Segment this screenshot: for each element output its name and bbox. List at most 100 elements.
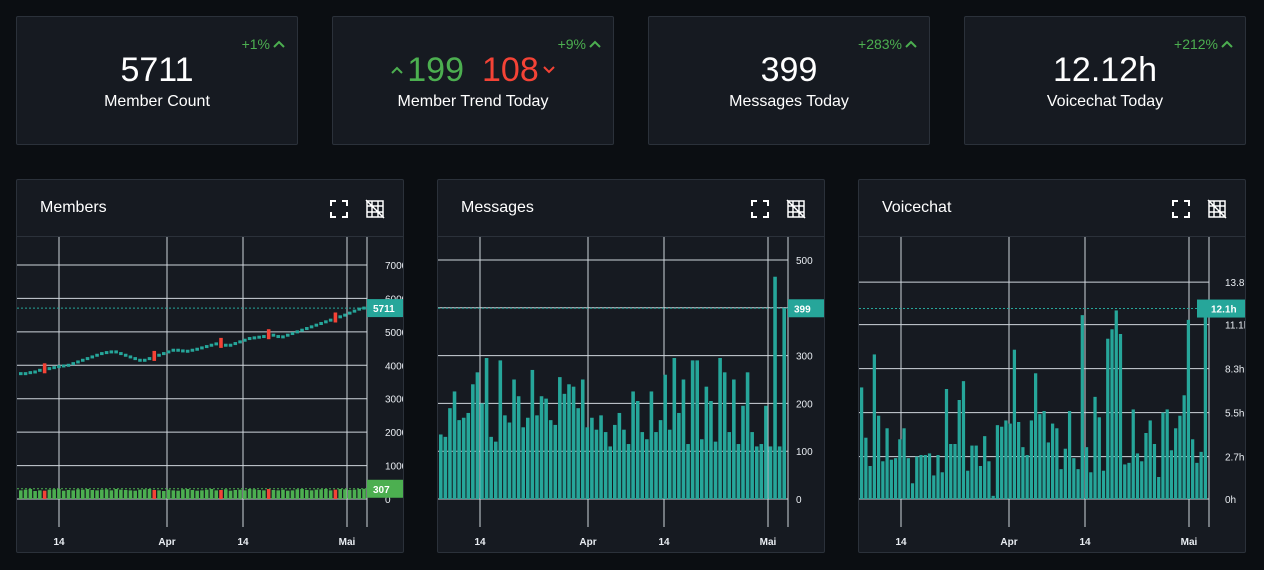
voice-bar xyxy=(1017,422,1021,499)
voice-bar xyxy=(1038,414,1042,499)
fullscreen-icon[interactable] xyxy=(1171,199,1191,219)
y-tick-label: 0 xyxy=(796,495,802,506)
voice-bar xyxy=(902,428,906,499)
x-tick-label: 14 xyxy=(53,537,65,548)
volume-bar xyxy=(252,489,257,499)
volume-bar xyxy=(305,490,309,499)
last-value-tag-bg xyxy=(367,299,403,318)
volume-bar xyxy=(162,491,166,499)
chart-card-messages: Messages 500400300200100014Apr14Mai399 xyxy=(437,179,825,553)
message-bar xyxy=(718,357,722,499)
fullscreen-icon[interactable] xyxy=(750,199,770,219)
voice-bar xyxy=(1076,469,1080,499)
volume-bar xyxy=(247,489,252,499)
volume-bar xyxy=(157,490,161,499)
message-bar xyxy=(782,308,786,499)
stat-value: 5711 xyxy=(120,51,194,89)
voicechat-chart[interactable]: 13.8h 11.1h 8.3h 5.5h 2.7h 0h 14 Apr 14 Mai 12.1h xyxy=(859,237,1246,553)
volume-bar xyxy=(338,489,342,499)
message-bar xyxy=(672,357,677,499)
voice-bar xyxy=(876,415,881,499)
volume-bar xyxy=(262,490,266,499)
y-tick-label: 5.5h xyxy=(1225,409,1244,420)
volume-bar xyxy=(352,489,357,499)
trend-left: 108 xyxy=(482,52,555,88)
message-bar xyxy=(443,436,448,499)
member-candle xyxy=(90,355,95,359)
voice-bar xyxy=(1203,308,1207,499)
chevron-up-icon xyxy=(905,40,917,48)
message-bar xyxy=(475,372,480,499)
volume-bar xyxy=(95,490,99,499)
voice-bar xyxy=(1123,464,1127,499)
message-bar xyxy=(599,415,603,499)
volume-bar xyxy=(257,490,261,499)
volume-bar xyxy=(185,489,190,499)
volume-bar xyxy=(152,490,157,499)
member-candle xyxy=(290,332,295,336)
messages-chart[interactable]: 500400300200100014Apr14Mai399 xyxy=(438,237,825,553)
member-candle xyxy=(333,312,338,323)
grid-toggle-icon[interactable] xyxy=(365,199,385,219)
message-bar xyxy=(768,446,773,499)
volume-bar xyxy=(195,490,199,499)
member-candle xyxy=(204,345,209,349)
x-tick-label: 14 xyxy=(895,537,907,548)
y-tick-label: 8.3h xyxy=(1225,365,1244,376)
member-candle xyxy=(23,372,28,376)
volume-bar xyxy=(61,490,66,499)
y-tick-label: 11.1h xyxy=(1225,321,1246,332)
message-bar xyxy=(576,408,580,499)
message-bar xyxy=(489,436,493,499)
message-bar xyxy=(617,412,622,499)
volume-bar xyxy=(57,489,61,499)
chart-header: Messages xyxy=(438,180,824,237)
chart-header: Voicechat xyxy=(859,180,1245,237)
message-bar xyxy=(622,429,626,499)
member-candle xyxy=(247,337,252,341)
member-candle xyxy=(147,357,152,361)
grid-toggle-icon[interactable] xyxy=(786,199,806,219)
voice-bar xyxy=(1178,415,1182,499)
last-value-tag-bg xyxy=(1197,299,1245,318)
member-candle xyxy=(85,357,90,361)
voice-bar xyxy=(1063,448,1067,499)
member-candle xyxy=(152,350,157,361)
message-bar xyxy=(521,427,525,499)
grid-toggle-icon[interactable] xyxy=(1207,199,1227,219)
voice-bar xyxy=(1050,423,1055,499)
member-candle xyxy=(119,352,123,356)
members-chart[interactable]: 7000600050004000300020001000014Apr14Mai5… xyxy=(17,237,404,553)
message-bar xyxy=(590,417,594,499)
message-bar xyxy=(498,360,503,499)
message-bar xyxy=(658,420,663,499)
last-value-tag: 12.1h xyxy=(1211,305,1237,316)
member-candle xyxy=(228,343,233,347)
message-bar xyxy=(631,391,635,499)
volume-bar xyxy=(119,489,123,499)
voice-bar xyxy=(1021,447,1025,499)
volume-bar xyxy=(214,490,219,499)
voice-bar xyxy=(1195,462,1199,499)
chevron-up-icon xyxy=(273,40,285,48)
voice-bar xyxy=(1148,420,1152,499)
voice-bar xyxy=(872,354,876,499)
voice-bar xyxy=(864,437,868,499)
volume-bar xyxy=(319,489,323,499)
volume-bar xyxy=(80,489,85,499)
message-bar xyxy=(457,420,461,499)
voice-bar xyxy=(1131,409,1135,499)
volume-bar xyxy=(33,491,37,499)
fullscreen-icon[interactable] xyxy=(329,199,349,219)
voice-bar xyxy=(1000,426,1004,499)
member-candle xyxy=(61,364,66,368)
stat-card-voicechat-today: +212% 12.12h Voicechat Today xyxy=(964,16,1246,145)
message-bar xyxy=(645,439,649,499)
voice-bar xyxy=(940,472,944,499)
member-candle xyxy=(262,335,266,339)
chart-title: Voicechat xyxy=(882,199,952,216)
message-bar xyxy=(448,408,452,499)
member-candle xyxy=(214,342,219,346)
member-candle xyxy=(71,362,76,366)
member-candle xyxy=(362,306,366,310)
